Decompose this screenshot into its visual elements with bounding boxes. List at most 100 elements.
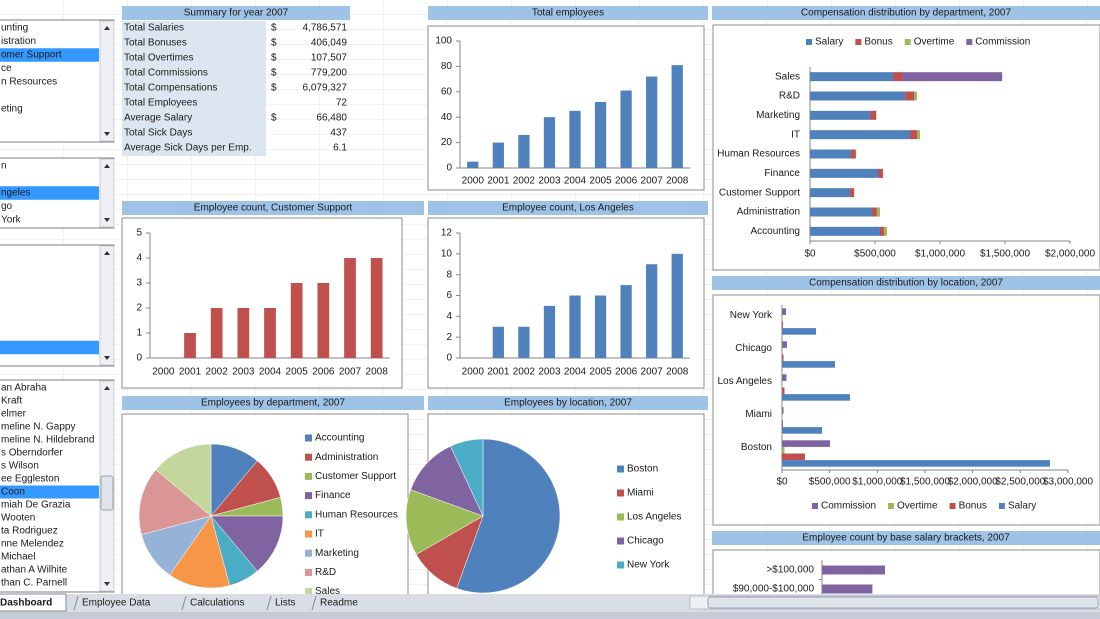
legend-swatch: [617, 561, 624, 569]
bar: [290, 283, 303, 358]
summary-label-cell: [122, 36, 266, 51]
legend-label: IT: [315, 529, 324, 540]
list-item[interactable]: Coon: [1, 487, 25, 498]
sheet-tab[interactable]: Dashboard: [0, 598, 52, 609]
x-tick-label: 2006: [312, 367, 335, 378]
currency-sign: $: [271, 113, 277, 124]
bar: [671, 253, 683, 358]
bar: [782, 446, 785, 454]
list-item[interactable]: elmer: [1, 409, 27, 420]
list-item[interactable]: ta Rodriguez: [1, 526, 58, 537]
summary-label-cell: [122, 66, 266, 81]
chart-area: [712, 24, 1100, 271]
bar: [264, 308, 276, 358]
chart-title: Employee count, Los Angeles: [502, 203, 634, 214]
section-header: [122, 201, 424, 215]
list-item[interactable]: ngeles: [1, 188, 30, 199]
scroll-down[interactable]: [104, 132, 110, 136]
scroll-up[interactable]: [104, 251, 110, 255]
bar: [782, 440, 831, 447]
list-item[interactable]: York: [1, 215, 22, 226]
list-item[interactable]: go: [1, 201, 13, 212]
legend-swatch: [305, 588, 312, 596]
bar: [646, 76, 658, 168]
bar-segment: [810, 168, 878, 178]
list-item[interactable]: n Resources: [1, 77, 57, 88]
x-tick-label: $2,000,000: [1045, 249, 1095, 260]
scroll-up[interactable]: [104, 26, 110, 30]
list-item[interactable]: omer Support: [1, 50, 62, 61]
scroll-up[interactable]: [104, 386, 110, 390]
x-tick-label: 2001: [487, 367, 510, 378]
sheet-tab[interactable]: Lists: [275, 598, 296, 609]
scroll-up[interactable]: [104, 164, 110, 168]
list-item[interactable]: s Oberndorfer: [1, 448, 63, 459]
category-label: >$100,000: [766, 565, 814, 576]
y-tick-label: 6: [446, 290, 452, 301]
scroll-down[interactable]: [104, 218, 110, 222]
legend-swatch: [305, 434, 312, 442]
list-item[interactable]: ee Eggleston: [1, 474, 59, 485]
x-tick-label: 2004: [564, 176, 587, 187]
sheet-tab[interactable]: Employee Data: [82, 598, 151, 609]
summary-label: Total Commissions: [124, 68, 208, 79]
chart-title: Employee count, Customer Support: [194, 203, 353, 214]
bar: [782, 321, 783, 329]
list-item[interactable]: n: [1, 161, 7, 172]
x-tick-label: 2004: [259, 367, 282, 378]
bar: [782, 328, 817, 335]
list-item[interactable]: meline N. Gappy: [1, 422, 75, 433]
list-item[interactable]: meline N. Hildebrand: [1, 435, 94, 446]
bar: [782, 374, 787, 381]
sheet-tab[interactable]: Calculations: [190, 598, 244, 609]
bar: [543, 117, 556, 168]
legend-swatch: [904, 39, 911, 45]
x-tick-label: 2001: [179, 367, 202, 378]
sheet-tab[interactable]: Readme: [320, 598, 358, 609]
legend-swatch: [305, 492, 312, 500]
active-tab[interactable]: [0, 593, 67, 612]
list-item[interactable]: istration: [1, 36, 36, 47]
list-item[interactable]: Kraft: [1, 396, 22, 407]
h-scroll-thumb[interactable]: [707, 596, 1099, 609]
legend-label: Overtime: [897, 501, 938, 512]
list-item[interactable]: eting: [1, 104, 23, 115]
x-tick-label: 2003: [232, 367, 255, 378]
summary-value: 107,507: [311, 53, 348, 64]
bar: [782, 341, 787, 348]
legend-swatch: [305, 568, 312, 576]
legend-label: Commission: [975, 37, 1030, 48]
list-selection: [0, 48, 99, 62]
bar: [569, 110, 581, 168]
bar-segment: [810, 110, 871, 120]
x-tick-label: $1,500,000: [980, 249, 1030, 260]
x-tick-label: $2,000,000: [948, 477, 998, 488]
y-tick-label: 12: [441, 228, 453, 239]
currency-sign: $: [271, 83, 277, 94]
list-box[interactable]: [0, 19, 115, 143]
list-item[interactable]: unting: [1, 23, 28, 34]
list-item[interactable]: miah De Grazia: [1, 500, 71, 511]
y-tick-label: 20: [441, 137, 453, 148]
list-item[interactable]: Wooten: [1, 513, 35, 524]
y-tick-label: 0: [446, 353, 452, 364]
list-item[interactable]: an Abraha: [1, 383, 47, 394]
x-tick-label: 2000: [462, 367, 485, 378]
scroll-down[interactable]: [104, 582, 110, 586]
y-tick-label: 60: [441, 86, 453, 97]
bar: [237, 308, 250, 358]
bar-segment: [892, 72, 903, 82]
scroll-thumb[interactable]: [100, 475, 114, 511]
list-item[interactable]: Michael: [1, 552, 35, 563]
bar-segment: [850, 188, 855, 198]
list-item[interactable]: s Wilson: [1, 461, 39, 472]
x-tick-label: 2006: [615, 176, 638, 187]
summary-label: Total Salaries: [124, 23, 184, 34]
category-label: Finance: [764, 168, 800, 179]
list-item[interactable]: athan A Wilhite: [1, 565, 68, 576]
scroll-down[interactable]: [104, 356, 110, 360]
list-item[interactable]: nne Melendez: [1, 539, 64, 550]
list-item[interactable]: than C. Parnell: [1, 578, 67, 589]
list-item[interactable]: ce: [1, 63, 12, 74]
pie-slice: [456, 438, 561, 594]
